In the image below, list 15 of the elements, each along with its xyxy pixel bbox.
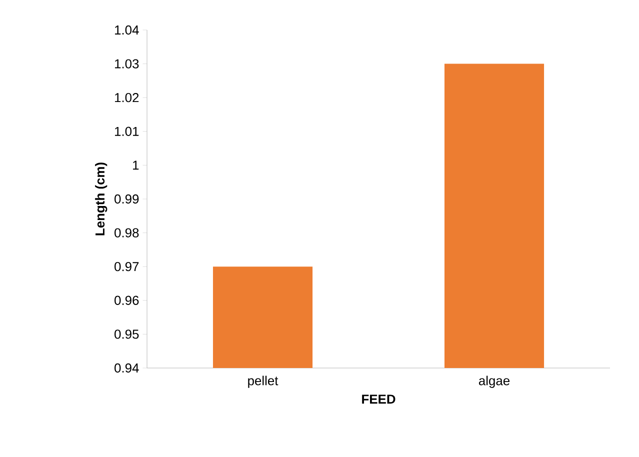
x-tick-label: algae <box>478 376 510 388</box>
y-tick-label: 0.96 <box>114 296 139 305</box>
x-tick-label: pellet <box>248 376 278 388</box>
y-tick-label: 1.03 <box>115 59 139 68</box>
y-tick-label: 0.97 <box>114 262 139 272</box>
y-tick-label: 0.94 <box>114 363 139 373</box>
x-axis-title: FEED <box>362 394 396 404</box>
y-tick-label: 1.01 <box>115 126 139 136</box>
y-tick-label: 1 <box>133 160 139 170</box>
y-tick-label: 1.02 <box>115 93 139 102</box>
y-tick-label: 0.99 <box>114 194 139 204</box>
y-tick-label: 0.95 <box>114 330 139 339</box>
y-axis-title: Length (cm) <box>95 162 108 236</box>
y-tick-label: 0.98 <box>114 228 139 238</box>
y-tick-label: 1.04 <box>115 25 139 35</box>
